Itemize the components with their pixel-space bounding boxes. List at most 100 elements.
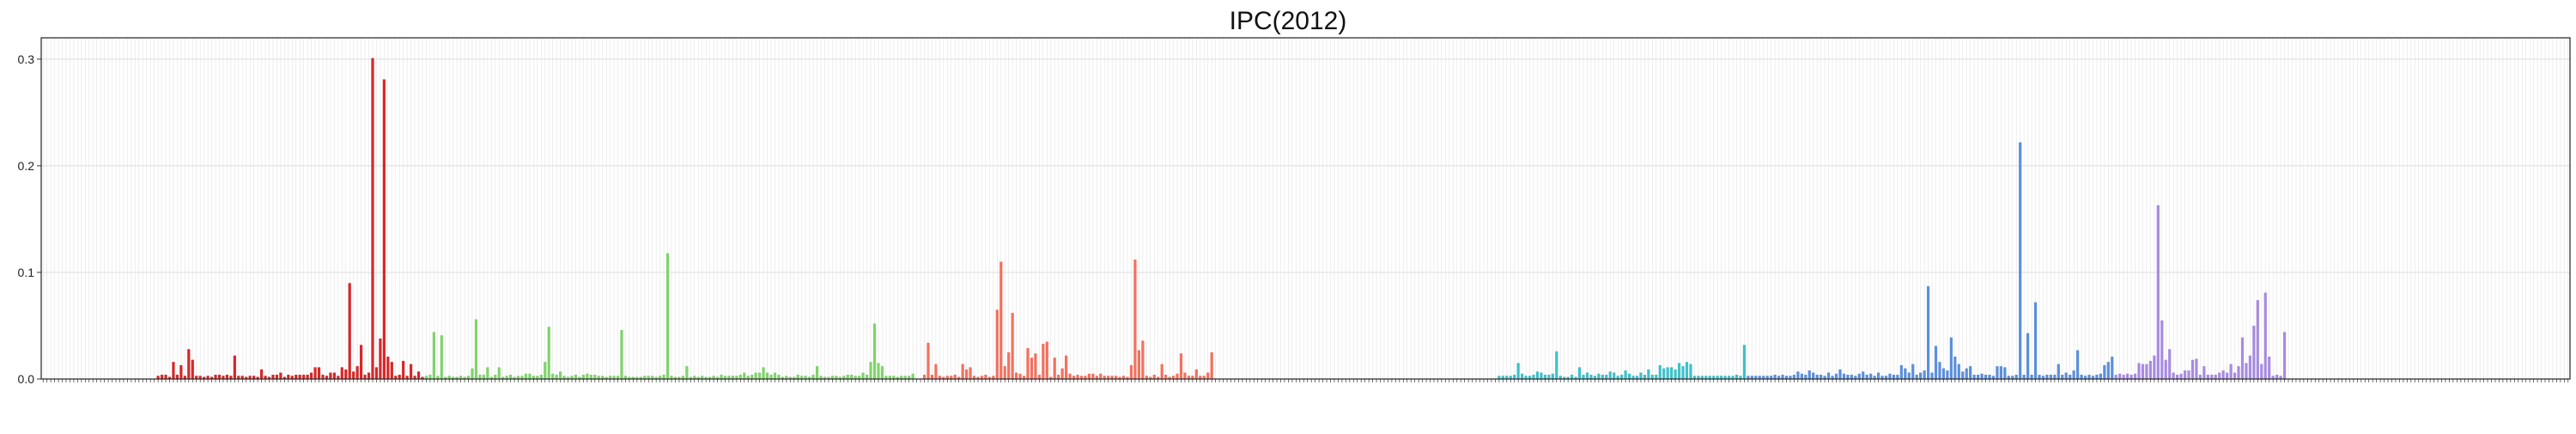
bar <box>2226 372 2229 379</box>
bar <box>796 375 799 379</box>
bar <box>1689 364 1692 379</box>
bar <box>888 376 891 379</box>
bar <box>1171 376 1176 379</box>
bar <box>1850 375 1853 379</box>
bar <box>980 376 984 379</box>
bar <box>416 371 421 379</box>
bar <box>2190 359 2195 379</box>
bar <box>872 323 877 379</box>
bar <box>547 327 550 379</box>
bar <box>1792 375 1796 379</box>
bar <box>612 376 616 379</box>
bar <box>494 375 497 379</box>
bar <box>1862 371 1865 379</box>
bar <box>953 375 957 379</box>
bar <box>217 375 222 379</box>
bar <box>1547 375 1551 379</box>
bar <box>2076 350 2080 379</box>
bar <box>1065 355 1068 379</box>
bar <box>1800 373 1803 379</box>
bar <box>1030 358 1034 379</box>
bar <box>2106 362 2110 379</box>
bar <box>665 253 670 379</box>
bar <box>2114 375 2117 379</box>
bar <box>815 366 819 379</box>
bar <box>179 364 183 379</box>
bar <box>984 375 987 379</box>
bar <box>1152 375 1156 379</box>
bar <box>965 369 969 379</box>
bar <box>2019 142 2022 379</box>
bar <box>838 376 841 379</box>
bar <box>1103 376 1106 379</box>
bar <box>1022 376 1026 379</box>
bar <box>259 369 264 379</box>
bar <box>229 376 233 379</box>
bar <box>2176 375 2179 379</box>
bar <box>1574 376 1577 379</box>
bar <box>1141 340 1145 379</box>
bar <box>332 372 336 379</box>
bar <box>1543 375 1546 379</box>
bar <box>2041 376 2045 379</box>
bar <box>2083 376 2087 379</box>
bar <box>287 375 290 379</box>
bar <box>861 372 865 379</box>
bar <box>1796 371 1800 379</box>
bar <box>210 376 214 379</box>
bar <box>2038 375 2041 379</box>
bar <box>1053 358 1056 379</box>
bar <box>340 367 343 379</box>
bar <box>1015 372 1018 379</box>
bar <box>1118 376 1121 379</box>
bar <box>1972 375 1976 379</box>
bar <box>459 376 463 379</box>
bar <box>1037 375 1041 379</box>
bar <box>830 376 835 379</box>
y-tick-label: 0.3 <box>18 52 35 66</box>
bar <box>1045 341 1048 379</box>
bar <box>2153 355 2156 379</box>
bar <box>1521 373 1524 379</box>
bar <box>1892 375 1896 379</box>
bar <box>877 363 880 379</box>
bar <box>754 372 757 379</box>
bar <box>2252 325 2256 379</box>
bar <box>1003 366 1006 379</box>
bar <box>1747 376 1750 379</box>
bar <box>1164 375 1168 379</box>
bar <box>793 376 796 379</box>
bar <box>1677 363 1681 379</box>
bar <box>2221 370 2225 379</box>
bar <box>329 372 332 379</box>
bar <box>306 375 309 379</box>
bar <box>1999 366 2002 379</box>
bar <box>1888 373 1892 379</box>
bar <box>723 376 727 379</box>
bar <box>643 376 647 379</box>
bar <box>865 375 869 379</box>
bar <box>348 283 351 379</box>
bar <box>811 375 815 379</box>
bar <box>911 373 914 379</box>
bar <box>195 376 198 379</box>
bar <box>635 376 639 379</box>
bar <box>421 376 424 379</box>
bar <box>1018 373 1022 379</box>
bar <box>570 376 574 379</box>
bar <box>551 373 555 379</box>
bar <box>2279 376 2282 379</box>
bar <box>463 376 466 379</box>
bar <box>1666 367 1669 379</box>
bar <box>191 359 194 379</box>
bar <box>452 376 455 379</box>
bar <box>1516 363 1520 379</box>
bar <box>1563 376 1566 379</box>
bar <box>2011 376 2014 379</box>
axes-frame <box>40 37 2571 380</box>
bar <box>1187 376 1191 379</box>
bar <box>976 376 980 379</box>
bar <box>1904 368 1907 379</box>
bar <box>237 376 240 379</box>
bar <box>379 338 382 379</box>
